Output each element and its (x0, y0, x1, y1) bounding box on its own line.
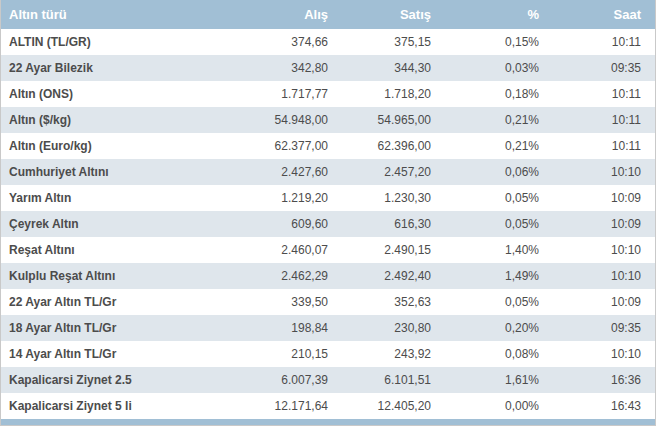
table-row: Çeyrek Altın 609,60 616,30 0,05% 10:09 (1, 211, 655, 237)
change-percent-value: 1,40% (445, 243, 553, 257)
update-time-value: 10:10 (553, 243, 655, 257)
sell-price-value: 2.457,20 (342, 165, 445, 179)
change-percent-value: 0,03% (445, 61, 553, 75)
column-header-type: Altın türü (1, 7, 239, 22)
update-time-value: 10:09 (553, 217, 655, 231)
buy-price-value: 339,50 (239, 295, 342, 309)
sell-price-value: 12.405,20 (342, 399, 445, 413)
gold-type-label: Altın (Euro/kg) (1, 139, 239, 153)
update-time-value: 09:35 (553, 321, 655, 335)
update-time-value: 09:35 (553, 61, 655, 75)
table-row: 22 Ayar Altın TL/Gr 339,50 352,63 0,05% … (1, 289, 655, 315)
table-row: Reşat Altını 2.460,07 2.490,15 1,40% 10:… (1, 237, 655, 263)
update-time-value: 10:10 (553, 269, 655, 283)
change-percent-value: 1,49% (445, 269, 553, 283)
gold-type-label: Çeyrek Altın (1, 217, 239, 231)
gold-type-label: 22 Ayar Altın TL/Gr (1, 295, 239, 309)
change-percent-value: 0,05% (445, 217, 553, 231)
table-row: Cumhuriyet Altını 2.427,60 2.457,20 0,06… (1, 159, 655, 185)
change-percent-value: 0,21% (445, 113, 553, 127)
update-time-value: 10:11 (553, 35, 655, 49)
table-footer-bar (1, 419, 655, 425)
sell-price-value: 1.230,30 (342, 191, 445, 205)
update-time-value: 10:10 (553, 347, 655, 361)
change-percent-value: 0,18% (445, 87, 553, 101)
table-row: Kulplu Reşat Altını 2.462,29 2.492,40 1,… (1, 263, 655, 289)
update-time-value: 10:11 (553, 139, 655, 153)
change-percent-value: 0,00% (445, 399, 553, 413)
table-row: ALTIN (TL/GR) 374,66 375,15 0,15% 10:11 (1, 29, 655, 55)
table-row: Kapalicarsi Ziynet 2.5 6.007,39 6.101,51… (1, 367, 655, 393)
buy-price-value: 1.717,77 (239, 87, 342, 101)
buy-price-value: 2.427,60 (239, 165, 342, 179)
buy-price-value: 12.171,64 (239, 399, 342, 413)
sell-price-value: 243,92 (342, 347, 445, 361)
table-body: ALTIN (TL/GR) 374,66 375,15 0,15% 10:11 … (1, 29, 655, 419)
update-time-value: 10:09 (553, 295, 655, 309)
gold-type-label: 22 Ayar Bilezik (1, 61, 239, 75)
column-header-pct: % (445, 7, 553, 22)
change-percent-value: 0,06% (445, 165, 553, 179)
table-row: Kapalicarsi Ziynet 5 li 12.171,64 12.405… (1, 393, 655, 419)
buy-price-value: 342,80 (239, 61, 342, 75)
buy-price-value: 54.948,00 (239, 113, 342, 127)
buy-price-value: 374,66 (239, 35, 342, 49)
column-header-buy: Alış (239, 7, 342, 22)
gold-type-label: Kulplu Reşat Altını (1, 269, 239, 283)
sell-price-value: 352,63 (342, 295, 445, 309)
gold-type-label: Kapalicarsi Ziynet 5 li (1, 399, 239, 413)
buy-price-value: 62.377,00 (239, 139, 342, 153)
sell-price-value: 54.965,00 (342, 113, 445, 127)
gold-type-label: Yarım Altın (1, 191, 239, 205)
sell-price-value: 2.490,15 (342, 243, 445, 257)
buy-price-value: 609,60 (239, 217, 342, 231)
gold-type-label: ALTIN (TL/GR) (1, 35, 239, 49)
change-percent-value: 0,20% (445, 321, 553, 335)
buy-price-value: 210,15 (239, 347, 342, 361)
table-row: Yarım Altın 1.219,20 1.230,30 0,05% 10:0… (1, 185, 655, 211)
gold-type-label: Altın ($/kg) (1, 113, 239, 127)
sell-price-value: 62.396,00 (342, 139, 445, 153)
table-row: 22 Ayar Bilezik 342,80 344,30 0,03% 09:3… (1, 55, 655, 81)
buy-price-value: 2.462,29 (239, 269, 342, 283)
update-time-value: 16:36 (553, 373, 655, 387)
gold-type-label: Kapalicarsi Ziynet 2.5 (1, 373, 239, 387)
column-header-time: Saat (553, 7, 655, 22)
sell-price-value: 6.101,51 (342, 373, 445, 387)
buy-price-value: 6.007,39 (239, 373, 342, 387)
table-header-row: Altın türü Alış Satış % Saat (1, 0, 655, 29)
update-time-value: 10:09 (553, 191, 655, 205)
update-time-value: 10:11 (553, 87, 655, 101)
sell-price-value: 344,30 (342, 61, 445, 75)
update-time-value: 16:43 (553, 399, 655, 413)
gold-type-label: 18 Ayar Altın TL/Gr (1, 321, 239, 335)
sell-price-value: 616,30 (342, 217, 445, 231)
gold-type-label: Cumhuriyet Altını (1, 165, 239, 179)
table-row: 18 Ayar Altın TL/Gr 198,84 230,80 0,20% … (1, 315, 655, 341)
table-row: 14 Ayar Altın TL/Gr 210,15 243,92 0,08% … (1, 341, 655, 367)
table-row: Altın (Euro/kg) 62.377,00 62.396,00 0,21… (1, 133, 655, 159)
change-percent-value: 0,05% (445, 295, 553, 309)
column-header-sell: Satış (342, 7, 445, 22)
update-time-value: 10:11 (553, 113, 655, 127)
update-time-value: 10:10 (553, 165, 655, 179)
sell-price-value: 2.492,40 (342, 269, 445, 283)
sell-price-value: 375,15 (342, 35, 445, 49)
gold-prices-table: Altın türü Alış Satış % Saat ALTIN (TL/G… (0, 0, 656, 426)
sell-price-value: 1.718,20 (342, 87, 445, 101)
table-row: Altın ($/kg) 54.948,00 54.965,00 0,21% 1… (1, 107, 655, 133)
change-percent-value: 0,05% (445, 191, 553, 205)
change-percent-value: 0,08% (445, 347, 553, 361)
change-percent-value: 0,15% (445, 35, 553, 49)
buy-price-value: 2.460,07 (239, 243, 342, 257)
sell-price-value: 230,80 (342, 321, 445, 335)
change-percent-value: 1,61% (445, 373, 553, 387)
buy-price-value: 1.219,20 (239, 191, 342, 205)
gold-type-label: Reşat Altını (1, 243, 239, 257)
gold-type-label: Altın (ONS) (1, 87, 239, 101)
change-percent-value: 0,21% (445, 139, 553, 153)
buy-price-value: 198,84 (239, 321, 342, 335)
gold-type-label: 14 Ayar Altın TL/Gr (1, 347, 239, 361)
table-row: Altın (ONS) 1.717,77 1.718,20 0,18% 10:1… (1, 81, 655, 107)
